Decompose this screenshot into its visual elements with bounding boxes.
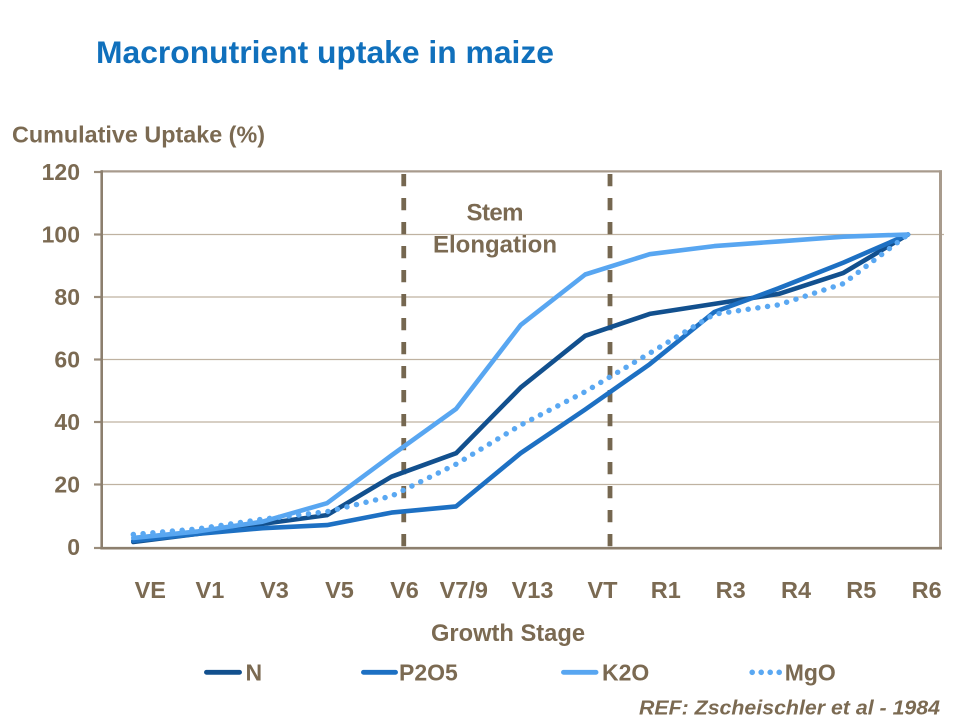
svg-text:K2O: K2O [602,660,649,686]
svg-text:Growth Stage: Growth Stage [431,620,585,647]
svg-text:100: 100 [42,222,80,248]
svg-text:120: 120 [42,159,80,185]
svg-text:R1: R1 [651,577,681,603]
svg-text:R5: R5 [846,577,876,603]
svg-text:Macronutrient uptake in maize: Macronutrient uptake in maize [96,35,554,70]
svg-text:20: 20 [54,472,80,498]
svg-text:VT: VT [587,577,618,603]
svg-text:N: N [246,660,263,686]
svg-text:R3: R3 [716,577,746,603]
svg-text:R4: R4 [781,577,811,603]
svg-text:V3: V3 [260,577,289,603]
svg-text:V7/9: V7/9 [440,577,488,603]
svg-text:V1: V1 [196,577,225,603]
svg-text:Cumulative Uptake (%): Cumulative Uptake (%) [12,122,265,148]
svg-text:V5: V5 [325,577,354,603]
svg-text:80: 80 [54,284,80,310]
svg-text:Elongation: Elongation [433,232,557,259]
svg-text:VE: VE [135,577,166,603]
svg-text:R6: R6 [912,577,942,603]
svg-text:MgO: MgO [785,660,836,686]
svg-text:REF: Zscheischler et al - 1984: REF: Zscheischler et al - 1984 [639,697,941,720]
svg-text:40: 40 [54,409,80,435]
svg-text:60: 60 [54,347,80,373]
svg-text:P2O5: P2O5 [399,660,458,686]
svg-text:Stem: Stem [467,200,524,227]
svg-text:V13: V13 [512,577,554,603]
svg-text:0: 0 [67,534,80,560]
svg-text:V6: V6 [390,577,419,603]
